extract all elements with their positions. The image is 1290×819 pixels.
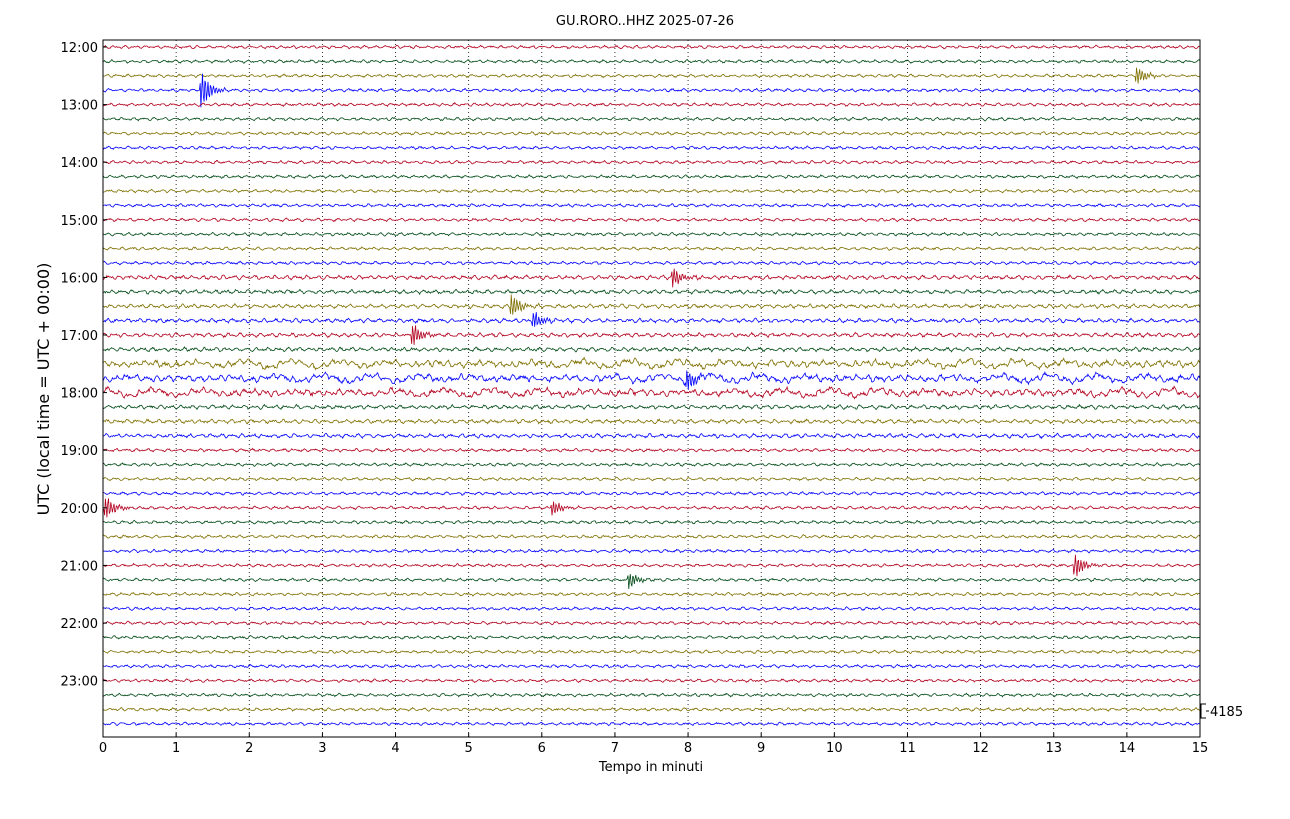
trace-line [102,498,1200,518]
x-tick-label: 10 [826,741,843,756]
y-tick-label: 20:00 [61,502,98,517]
trace-line [102,548,1201,554]
trace-line [102,260,1201,266]
y-tick-label: 12:00 [61,41,98,56]
x-tick-label: 15 [1192,741,1209,756]
trace-line [102,721,1201,727]
y-tick-label: 15:00 [61,214,98,229]
trace-line [102,325,1201,345]
y-tick-label: 16:00 [61,271,98,286]
trace-line [102,447,1201,453]
trace-line [102,217,1201,223]
x-axis-label: Tempo in minuti [598,760,703,775]
x-tick-label: 14 [1119,741,1136,756]
trace-line [102,159,1201,165]
trace-line [102,620,1201,626]
trace-line [102,288,1201,296]
trace-line [102,356,1201,371]
trace-line [102,606,1201,611]
trace-line [102,591,1201,597]
trace-line [102,58,1201,64]
x-tick-label: 13 [1045,741,1062,756]
y-tick-label: 18:00 [61,387,98,402]
trace-line [102,346,1201,353]
trace-line [102,649,1201,655]
trace-line [102,130,1201,136]
trace-line [102,678,1201,684]
y-tick-label: 21:00 [61,559,98,574]
trace-line [102,462,1201,467]
y-tick-label: 17:00 [61,329,98,344]
trace-line [102,116,1201,122]
trace-line [102,418,1201,425]
trace-line [102,312,1201,327]
trace-line [102,370,1201,390]
trace-line [102,145,1201,151]
trace-line [102,706,1201,712]
trace-line [102,231,1201,237]
trace-line [102,268,1201,288]
x-tick-label: 9 [757,741,765,756]
trace-line [102,534,1201,539]
trace-line [102,67,1201,84]
trace-line [102,476,1201,482]
trace-line [102,385,1201,400]
y-tick-label: 14:00 [61,156,98,171]
trace-line [103,101,1201,108]
seismic-traces [102,44,1201,727]
trace-line [102,173,1201,180]
x-tick-label: 0 [99,741,107,756]
trace-line [102,554,1201,577]
x-tick-label: 3 [318,741,326,756]
trace-line [102,44,1201,50]
scale-label: 4185 [1210,705,1243,720]
trace-line [102,203,1201,209]
plot-frame [102,39,1201,738]
trace-line [102,635,1201,640]
trace-line [102,663,1201,669]
trace-line [102,188,1200,194]
chart-title: GU.RORO..HHZ 2025-07-26 [556,14,734,29]
trace-line [102,490,1200,496]
x-tick-label: 1 [172,741,180,756]
scale-bar: 4185 [1200,703,1243,720]
y-tick-label: 23:00 [61,675,98,690]
x-tick-label: 7 [611,741,619,756]
x-tick-label: 4 [391,741,399,756]
y-axis-label: UTC (local time = UTC + 00:00) [34,263,53,516]
trace-line [102,574,1200,590]
trace-line [102,692,1201,698]
trace-line [102,294,1201,315]
x-tick-label: 6 [538,741,546,756]
x-tick-label: 12 [972,741,989,756]
trace-line [102,73,1200,108]
y-axis-ticks: 12:00 13:00 14:00 15:00 16:00 17:00 18:00 19:00… [61,41,107,690]
y-tick-label: 22:00 [61,617,98,632]
x-tick-label: 8 [684,741,692,756]
grid-lines [175,40,1128,737]
x-tick-label: 11 [899,741,916,756]
x-tick-label: 5 [465,741,473,756]
y-tick-label: 13:00 [61,99,98,114]
x-axis-ticks: 0 1 2 3 4 5 6 7 8 9 10 11 12 13 14 15 [99,733,1208,756]
y-tick-label: 19:00 [61,444,98,459]
x-tick-label: 2 [245,741,253,756]
trace-line [102,432,1201,440]
trace-line [102,246,1201,252]
trace-line [102,519,1201,525]
trace-line [102,403,1201,411]
